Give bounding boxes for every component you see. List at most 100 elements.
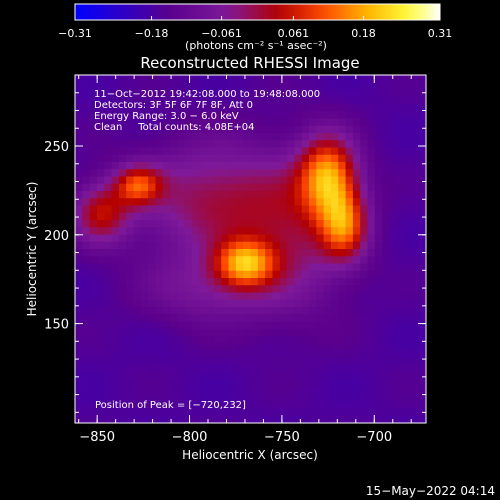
heatmap-cell <box>104 169 113 178</box>
heatmap-cell <box>323 328 332 337</box>
heatmap-cell <box>199 314 208 323</box>
heatmap-cell <box>287 307 295 315</box>
heatmap-cell <box>243 357 252 366</box>
heatmap-cell <box>301 350 310 359</box>
colorbar-tick-label: 0.061 <box>278 27 310 40</box>
heatmap-cell <box>221 241 230 250</box>
heatmap-cell <box>250 343 259 352</box>
heatmap-cell <box>338 350 347 359</box>
heatmap-cell <box>287 198 295 207</box>
heatmap-cell <box>316 350 325 359</box>
heatmap-cell <box>316 125 325 134</box>
heatmap-cell <box>367 401 376 410</box>
heatmap-cell <box>287 169 295 178</box>
heatmap-cell <box>374 133 383 141</box>
heatmap-cell <box>287 372 295 381</box>
heatmap-cell <box>162 357 171 366</box>
heatmap-cell <box>389 133 398 141</box>
heatmap-cell <box>287 256 295 265</box>
heatmap-cell <box>243 292 252 301</box>
heatmap-cell <box>345 154 354 163</box>
heatmap-cell <box>148 336 157 344</box>
heatmap-cell <box>177 299 186 308</box>
heatmap-cell <box>221 227 230 236</box>
heatmap-cell <box>250 205 259 214</box>
heatmap-cell <box>367 241 376 250</box>
heatmap-cell <box>118 183 127 192</box>
heatmap-cell <box>170 96 178 105</box>
heatmap-cell <box>411 401 420 410</box>
heatmap-cell <box>360 270 369 279</box>
heatmap-cell <box>199 343 208 352</box>
heatmap-cell <box>148 125 157 134</box>
heatmap-cell <box>272 249 281 257</box>
heatmap-cell <box>104 270 113 279</box>
heatmap-cell <box>89 270 98 279</box>
heatmap-cell <box>126 292 135 301</box>
heatmap-cell <box>177 365 186 373</box>
heatmap-cell <box>118 408 127 417</box>
heatmap-cell <box>104 379 113 388</box>
heatmap-cell <box>265 415 274 423</box>
heatmap-cell <box>104 162 113 170</box>
heatmap-cell <box>323 278 332 286</box>
heatmap-cell <box>206 379 215 388</box>
heatmap-cell <box>330 285 339 294</box>
heatmap-cell <box>199 227 208 236</box>
heatmap-cell <box>213 183 222 192</box>
heatmap-cell <box>265 96 274 105</box>
heatmap-cell <box>118 263 127 272</box>
heatmap-cell <box>265 169 274 178</box>
chart-title: Reconstructed RHESSI Image <box>140 54 359 72</box>
heatmap-cell <box>177 198 186 207</box>
heatmap-cell <box>257 336 266 344</box>
heatmap-cell <box>360 96 369 105</box>
heatmap-cell <box>89 365 98 373</box>
heatmap-cell <box>279 328 288 337</box>
heatmap-cell <box>96 111 105 120</box>
heatmap-cell <box>140 249 149 257</box>
heatmap-cell <box>360 89 369 98</box>
heatmap-cell <box>82 205 91 214</box>
heatmap-cell <box>396 256 405 265</box>
heatmap-cell <box>287 241 295 250</box>
heatmap-cell <box>148 249 157 257</box>
heatmap-cell <box>418 191 426 199</box>
heatmap-cell <box>418 372 426 381</box>
heatmap-cell <box>213 249 222 257</box>
heatmap-cell <box>404 350 412 359</box>
heatmap-cell <box>126 234 135 243</box>
heatmap-cell <box>272 162 281 170</box>
heatmap-cell <box>243 394 252 402</box>
heatmap-cell <box>82 89 91 98</box>
heatmap-cell <box>330 292 339 301</box>
heatmap-cell <box>287 343 295 352</box>
heatmap-cell <box>272 285 281 294</box>
heatmap-cell <box>221 249 230 257</box>
heatmap-cell <box>250 394 259 402</box>
heatmap-cell <box>374 263 383 272</box>
heatmap-cell <box>352 133 361 141</box>
heatmap-cell <box>272 415 281 423</box>
heatmap-cell <box>228 154 237 163</box>
heatmap-cell <box>250 176 259 185</box>
heatmap-cell <box>243 307 252 315</box>
heatmap-cell <box>257 154 266 163</box>
heatmap-cell <box>133 111 142 120</box>
heatmap-cell <box>192 336 200 344</box>
heatmap-cell <box>323 314 332 323</box>
heatmap-cell <box>162 234 171 243</box>
heatmap-cell <box>170 415 178 423</box>
heatmap-cell <box>199 205 208 214</box>
heatmap-cell <box>418 365 426 373</box>
heatmap-cell <box>265 314 274 323</box>
heatmap-cell <box>148 379 157 388</box>
heatmap-cell <box>396 278 405 286</box>
heatmap-cell <box>360 162 369 170</box>
heatmap-cell <box>272 191 281 199</box>
heatmap-cell <box>330 386 339 395</box>
heatmap-cell <box>301 365 310 373</box>
heatmap-cell <box>367 169 376 178</box>
heatmap-cell <box>309 350 317 359</box>
heatmap-cell <box>352 415 361 423</box>
